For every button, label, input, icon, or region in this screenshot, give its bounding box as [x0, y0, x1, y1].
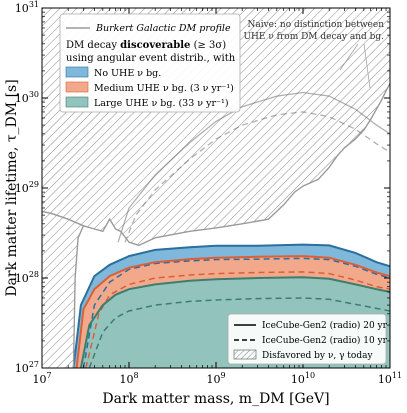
legend-label-medium-bg: Medium UHE ν bg. (3 ν yr⁻¹) — [94, 83, 234, 94]
naive-annotation-arrow-1 — [339, 43, 359, 71]
legend-heading-line2: using angular event distrib., with — [66, 53, 236, 64]
legend-swatch-medium-bg — [65, 81, 89, 93]
naive-annotation-line1: Naive: no distinction between — [247, 20, 384, 30]
legend-upper: Burkert Galactic DM profile DM decay dis… — [59, 13, 241, 113]
legend-label-20yr: IceCube-Gen2 (radio) 20 yr — [262, 320, 388, 331]
axes-layer: 107 108 109 1010 1011 1027 1028 1029 1030 1031 — [15, 0, 402, 386]
line-20yr-2 — [79, 276, 390, 368]
y-tick-label: 1031 — [15, 0, 39, 15]
x-tick-label: 108 — [119, 371, 138, 386]
legend-heading-bold: discoverable — [120, 40, 190, 51]
y-tick-label: 1028 — [15, 270, 39, 285]
disfavored-region-left — [42, 211, 84, 368]
y-tick-label: 1029 — [15, 180, 39, 195]
legend-upper-box — [59, 13, 241, 113]
legend-lower-box — [227, 313, 387, 365]
y-tick-label: 1030 — [15, 90, 39, 105]
legend-lower: IceCube-Gen2 (radio) 20 yr IceCube-Gen2 … — [227, 313, 388, 365]
line-10yr-0 — [82, 257, 390, 368]
y-tick-label: 1027 — [15, 360, 39, 375]
line-20yr-1 — [75, 255, 390, 368]
naive-annotation-line2: UHE ν from DM decay and bg. — [243, 32, 384, 42]
y-axis-label: Dark matter lifetime, τ_DM [s] — [4, 79, 20, 296]
legend-label-no-bg: No UHE ν bg. — [94, 68, 161, 79]
naive-annotation-arrow-2 — [363, 43, 371, 89]
legend-label-10yr: IceCube-Gen2 (radio) 10 yr — [262, 335, 388, 346]
x-tick-label: 1010 — [291, 371, 315, 386]
x-tick-label: 109 — [206, 371, 225, 386]
legend-heading-part1: DM decay — [66, 40, 120, 51]
naive-annotation: Naive: no distinction between UHE ν from… — [243, 20, 384, 89]
legend-swatch-large-bg — [65, 96, 89, 108]
disfavored-boundary — [42, 83, 390, 247]
legend-profile-label: Burkert Galactic DM profile — [95, 23, 231, 34]
disfavored-left-edge — [72, 225, 85, 368]
legend-heading: DM decay discoverable (≥ 3σ) — [66, 40, 226, 51]
legend-heading-part2: (≥ 3σ) — [190, 40, 226, 51]
x-axis-label: Dark matter mass, m_DM [GeV] — [102, 391, 329, 407]
line-10yr-2 — [88, 297, 390, 368]
x-tick-label: 107 — [32, 371, 51, 386]
legend-label-large-bg: Large UHE ν bg. (33 ν yr⁻¹) — [94, 98, 229, 109]
legend-swatch-no-bg — [65, 66, 89, 78]
x-tick-label: 1011 — [378, 371, 402, 386]
legend-label-disfavored: Disfavored by ν, γ today — [262, 351, 373, 361]
line-20yr-0 — [72, 243, 390, 368]
legend-hatch-swatch — [233, 349, 257, 360]
